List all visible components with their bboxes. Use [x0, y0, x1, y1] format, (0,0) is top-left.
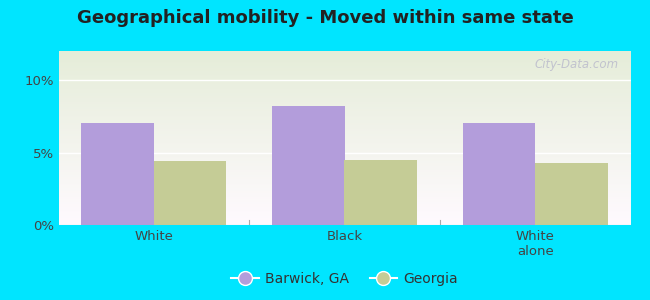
Text: Geographical mobility - Moved within same state: Geographical mobility - Moved within sam… — [77, 9, 573, 27]
Text: City-Data.com: City-Data.com — [535, 58, 619, 71]
Bar — [463, 124, 535, 225]
Bar — [344, 160, 417, 225]
Legend: Barwick, GA, Georgia: Barwick, GA, Georgia — [226, 266, 463, 291]
Bar — [154, 161, 226, 225]
Bar — [81, 124, 154, 225]
Bar — [272, 106, 344, 225]
Bar — [535, 163, 608, 225]
